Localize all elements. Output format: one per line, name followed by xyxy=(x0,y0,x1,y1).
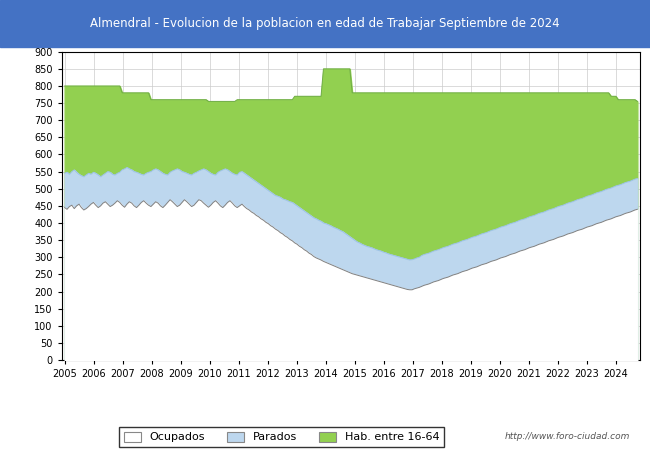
Text: Almendral - Evolucion de la poblacion en edad de Trabajar Septiembre de 2024: Almendral - Evolucion de la poblacion en… xyxy=(90,17,560,30)
Legend: Ocupados, Parados, Hab. entre 16-64: Ocupados, Parados, Hab. entre 16-64 xyxy=(120,427,444,447)
Text: http://www.foro-ciudad.com: http://www.foro-ciudad.com xyxy=(505,432,630,441)
